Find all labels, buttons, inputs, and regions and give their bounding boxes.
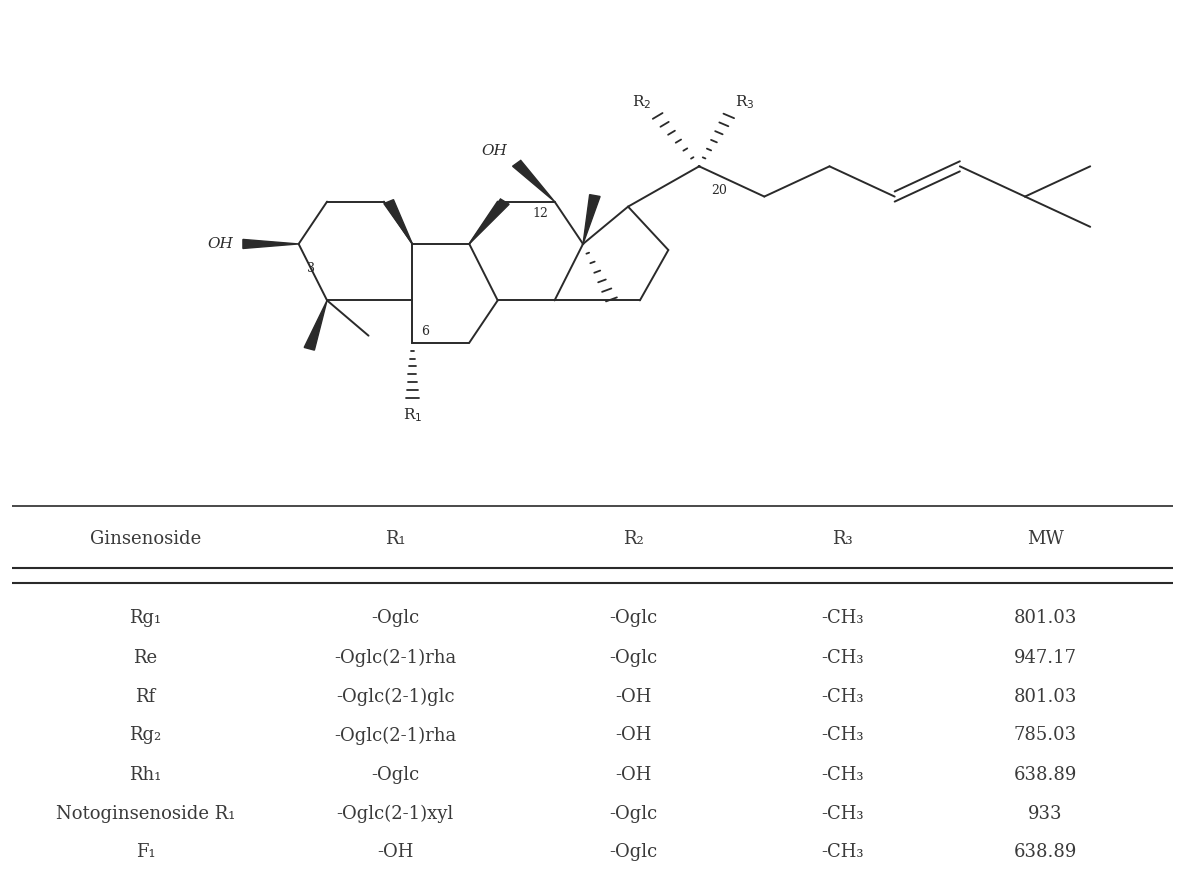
Text: -Oglc(2-1)rha: -Oglc(2-1)rha <box>334 726 456 745</box>
Text: 20: 20 <box>711 184 726 197</box>
Text: -Oglc: -Oglc <box>371 766 419 784</box>
Text: Rf: Rf <box>135 687 155 706</box>
Text: R₂: R₂ <box>623 530 643 548</box>
Polygon shape <box>583 195 600 244</box>
Text: -Oglc: -Oglc <box>609 649 658 667</box>
Text: 6: 6 <box>421 325 429 338</box>
Text: Rg₁: Rg₁ <box>129 608 161 627</box>
Polygon shape <box>384 200 412 244</box>
Text: Rg₂: Rg₂ <box>129 726 161 745</box>
Text: 947.17: 947.17 <box>1014 649 1077 667</box>
Text: -OH: -OH <box>615 687 652 706</box>
Text: 638.89: 638.89 <box>1013 766 1077 784</box>
Text: 12: 12 <box>533 207 549 220</box>
Polygon shape <box>243 239 299 249</box>
Text: -CH₃: -CH₃ <box>821 766 864 784</box>
Text: -Oglc: -Oglc <box>609 843 658 861</box>
Text: R$_2$: R$_2$ <box>633 93 652 111</box>
Text: Notoginsenoside R₁: Notoginsenoside R₁ <box>56 805 235 823</box>
Polygon shape <box>469 199 510 244</box>
Text: -CH₃: -CH₃ <box>821 726 864 745</box>
Text: -Oglc: -Oglc <box>371 608 419 627</box>
Text: -CH₃: -CH₃ <box>821 649 864 667</box>
Text: 801.03: 801.03 <box>1013 687 1077 706</box>
Text: 933: 933 <box>1029 805 1063 823</box>
Text: OH: OH <box>481 144 507 158</box>
Text: OH: OH <box>207 237 233 251</box>
Text: F₁: F₁ <box>135 843 155 861</box>
Text: 785.03: 785.03 <box>1014 726 1077 745</box>
Polygon shape <box>305 301 327 350</box>
Polygon shape <box>513 161 555 202</box>
Text: R$_3$: R$_3$ <box>735 93 754 111</box>
Text: R₃: R₃ <box>832 530 852 548</box>
Text: R₁: R₁ <box>385 530 405 548</box>
Text: -CH₃: -CH₃ <box>821 843 864 861</box>
Text: -CH₃: -CH₃ <box>821 687 864 706</box>
Text: R$_1$: R$_1$ <box>403 406 422 424</box>
Text: Re: Re <box>134 649 158 667</box>
Text: -Oglc: -Oglc <box>609 805 658 823</box>
Text: Rh₁: Rh₁ <box>129 766 161 784</box>
Text: 638.89: 638.89 <box>1013 843 1077 861</box>
Text: 3: 3 <box>307 262 315 275</box>
Text: -OH: -OH <box>377 843 414 861</box>
Text: Ginsenoside: Ginsenoside <box>90 530 201 548</box>
Text: -Oglc: -Oglc <box>609 608 658 627</box>
Text: -CH₃: -CH₃ <box>821 608 864 627</box>
Text: -Oglc(2-1)xyl: -Oglc(2-1)xyl <box>337 805 454 823</box>
Text: -Oglc(2-1)glc: -Oglc(2-1)glc <box>335 687 454 706</box>
Text: -OH: -OH <box>615 766 652 784</box>
Text: 801.03: 801.03 <box>1013 608 1077 627</box>
Text: -OH: -OH <box>615 726 652 745</box>
Text: -Oglc(2-1)rha: -Oglc(2-1)rha <box>334 648 456 667</box>
Text: MW: MW <box>1027 530 1064 548</box>
Text: -CH₃: -CH₃ <box>821 805 864 823</box>
